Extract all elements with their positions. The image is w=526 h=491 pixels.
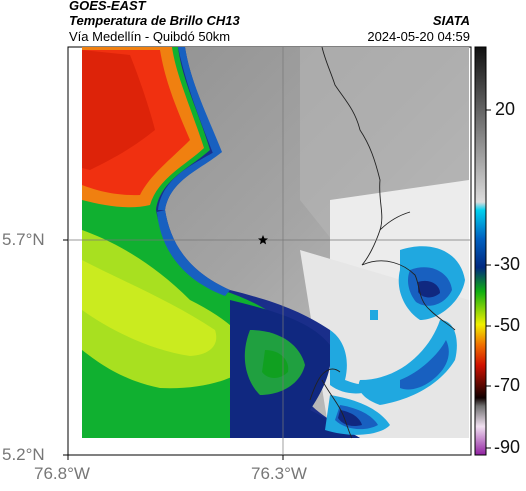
colorbar-tick-label: -90 [494, 437, 521, 457]
lat-tick-label: 5.2°N [2, 445, 45, 464]
colorbar-tick-label: -30 [494, 254, 521, 274]
product-title: GOES-EAST [69, 0, 146, 13]
datetime-label: 2024-05-20 04:59 [367, 29, 470, 44]
lon-tick-label: 76.8°W [34, 464, 90, 483]
colorbar-tick-label: 20 [495, 99, 516, 119]
source-label: SIATA [432, 13, 470, 28]
lon-tick-label: 76.3°W [251, 464, 307, 483]
star-icon [258, 235, 268, 245]
colorbar [474, 46, 487, 456]
route-label: Vía Medellín - Quibdó 50km [69, 29, 231, 44]
product-subtitle: Temperatura de Brillo CH13 [69, 13, 240, 28]
borders [309, 46, 456, 439]
lat-tick-label: 5.7°N [2, 230, 45, 249]
colorbar-tick-label: -70 [494, 375, 521, 395]
colorbar-tick-label: -50 [494, 315, 521, 335]
